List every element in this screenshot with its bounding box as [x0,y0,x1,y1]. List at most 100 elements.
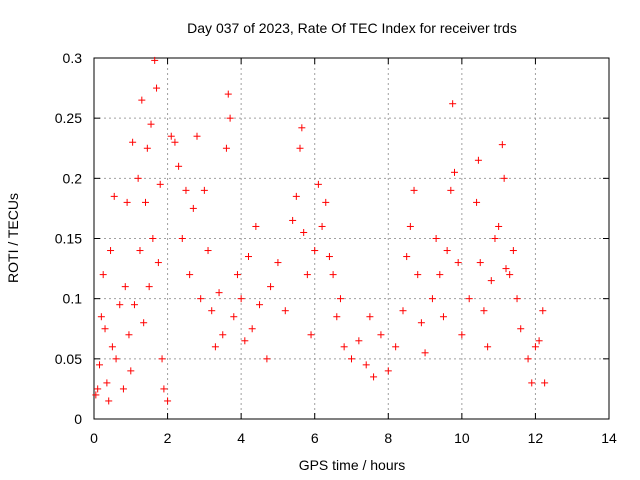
data-point [362,361,370,369]
data-point [96,361,104,369]
data-point [421,349,429,357]
data-point [208,307,216,315]
x-tick-label: 0 [90,430,98,446]
grid-lines [94,58,609,419]
data-point [307,331,315,339]
data-point [97,313,105,321]
y-tick-label: 0.05 [55,351,82,367]
data-point [154,259,162,267]
data-point [107,247,115,255]
data-point [541,379,549,387]
data-point [136,247,144,255]
data-point [410,186,418,194]
data-point [274,259,282,267]
data-point [204,247,212,255]
data-point [112,355,120,363]
data-point [355,337,363,345]
data-point [491,235,499,242]
data-point [392,343,400,351]
data-point [318,222,326,230]
data-point [116,301,124,309]
data-point [219,331,227,339]
data-point [500,174,508,182]
data-point [233,271,241,279]
data-point [517,325,525,333]
x-tick-label: 2 [164,430,172,446]
data-point [502,265,510,273]
data-point [224,90,232,98]
data-point [506,271,514,279]
data-point [303,271,311,279]
data-point [94,385,102,393]
data-point [145,283,153,291]
data-point [167,132,175,140]
data-point [105,397,113,405]
data-point [237,295,245,303]
data-point [252,222,260,230]
data-point [153,84,161,92]
data-point [333,313,341,321]
chart-title: Day 037 of 2023, Rate Of TEC Index for r… [187,20,517,36]
y-tick-label: 0 [74,411,82,427]
data-point [484,343,492,351]
data-point [142,198,149,206]
data-point [406,222,414,230]
y-axis-label: ROTI / TECUs [5,193,21,283]
data-point [366,313,374,321]
data-point [245,253,252,261]
data-point [292,192,300,200]
data-point [495,222,503,230]
data-point [377,331,385,339]
data-point [403,253,411,261]
data-point [230,313,238,321]
data-point [158,355,166,363]
data-point [539,307,547,315]
data-point [531,343,539,351]
data-point [182,186,190,194]
data-point [175,162,183,170]
data-point [281,307,289,315]
data-point [451,168,458,176]
data-point [121,283,129,291]
data-point [458,331,466,339]
data-point [101,325,109,333]
data-point [535,337,543,345]
data-point [127,367,135,375]
data-point [156,180,164,188]
data-point [300,228,308,236]
x-tick-label: 8 [384,430,392,446]
data-point [524,355,532,363]
data-point [178,235,186,242]
data-point [289,216,297,224]
data-point [193,132,201,140]
data-point [134,174,142,182]
data-point [125,331,133,339]
data-point [487,277,495,285]
y-tick-label: 0.2 [63,170,83,186]
data-point [348,355,355,363]
plot-frame [93,57,610,420]
data-point [340,343,348,351]
data-point [417,319,425,327]
x-tick-label: 12 [528,430,544,446]
data-point [248,325,256,333]
data-point [474,156,482,164]
data-point [143,144,151,152]
data-point [329,271,337,279]
x-tick-label: 4 [237,430,245,446]
data-point [432,235,440,242]
data-point [498,141,506,149]
data-point [119,385,127,393]
data-point [384,367,392,375]
x-tick-label: 6 [311,430,319,446]
data-point [370,373,378,381]
data-point [439,313,447,321]
axis-ticks: 0 2 4 6 8 10 12 14 0 0.05 0.1 0.15 0.2 0.25 0.3 [55,50,617,446]
x-axis-label: GPS time / hours [299,457,406,473]
data-point [164,397,172,405]
data-point [138,96,146,104]
data-point [436,271,444,279]
y-tick-label: 0.1 [63,291,83,307]
data-point [399,307,407,315]
data-points [92,56,549,405]
